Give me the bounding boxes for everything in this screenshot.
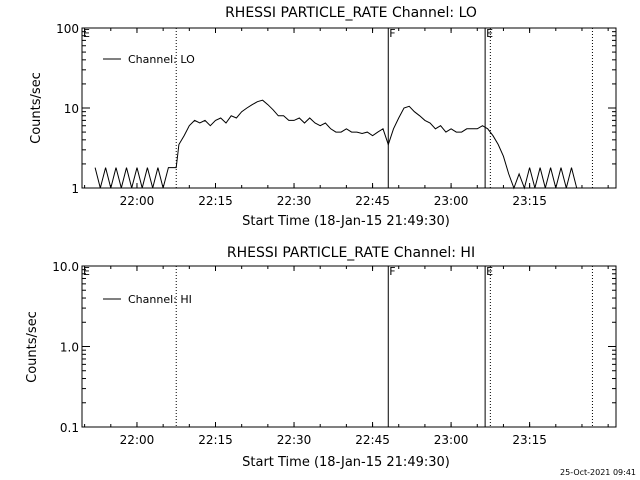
y-tick-label: 10 [64, 102, 79, 116]
y-tick-label: 10.0 [52, 260, 79, 274]
x-tick-label: 22:30 [277, 194, 312, 208]
chart-panel-hi: RHESSI PARTICLE_RATE Channel: HI E F E 22:… [25, 245, 617, 470]
plot-frame [81, 265, 617, 428]
x-tick-label: 22:15 [198, 194, 233, 208]
y-tick-label: 1 [71, 182, 79, 196]
x-tick-label: 23:15 [512, 194, 547, 208]
marker-label: E [83, 265, 90, 278]
axis-ticks: 22:00 22:15 22:30 22:45 23:00 23:15 0.1 1.0 10.0 [52, 260, 616, 447]
marker-label: F [389, 265, 395, 278]
marker-label: E [486, 27, 493, 40]
x-tick-label: 22:15 [198, 433, 233, 447]
y-tick-label: 100 [56, 22, 79, 36]
x-tick-label: 23:00 [434, 433, 469, 447]
chart-title: RHESSI PARTICLE_RATE Channel: LO [225, 5, 477, 21]
y-tick-label: 1.0 [60, 341, 79, 355]
marker-label: E [486, 265, 493, 278]
x-tick-label: 23:15 [512, 433, 547, 447]
chart-title: RHESSI PARTICLE_RATE Channel: HI [227, 245, 475, 261]
legend-label: Channel: HI [128, 293, 192, 306]
x-axis-label: Start Time (18-Jan-15 21:49:30) [242, 214, 450, 229]
x-tick-label: 22:45 [355, 433, 390, 447]
y-tick-label: 0.1 [60, 421, 79, 435]
plot-frame [81, 27, 617, 189]
series-line [94, 99, 578, 190]
chart-panel-lo: RHESSI PARTICLE_RATE Channel: LO E F E 22:… [29, 5, 617, 229]
timestamp: 25-Oct-2021 09:41 [560, 468, 636, 477]
y-axis-label: Counts/sec [29, 72, 44, 144]
marker-label: E [83, 27, 90, 40]
x-tick-label: 22:30 [277, 433, 312, 447]
x-tick-label: 22:45 [355, 194, 390, 208]
marker-label: F [389, 27, 395, 40]
x-axis-label: Start Time (18-Jan-15 21:49:30) [242, 455, 450, 470]
legend-label: Channel: LO [128, 53, 195, 66]
x-tick-label: 22:00 [120, 433, 155, 447]
x-tick-label: 22:00 [120, 194, 155, 208]
axis-ticks: 22:00 22:15 22:30 22:45 23:00 23:15 1 10 100 [56, 22, 616, 208]
y-axis-label: Counts/sec [25, 311, 40, 383]
x-tick-label: 23:00 [434, 194, 469, 208]
